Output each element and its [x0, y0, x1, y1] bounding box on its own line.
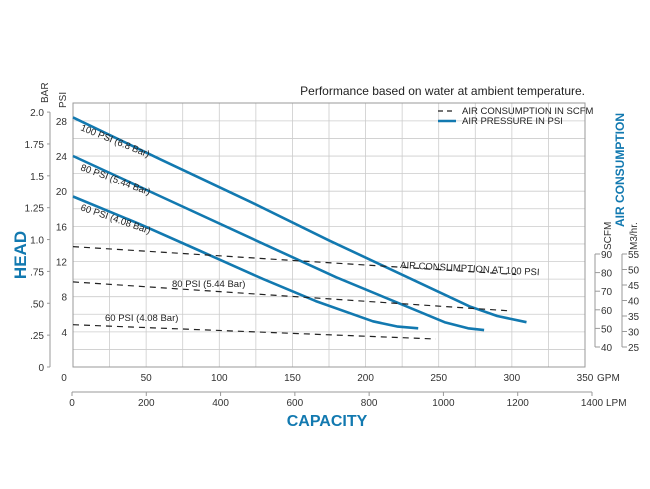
y2-tick-scfm: 70 — [601, 287, 613, 298]
y2-tick-m3hr: 50 — [628, 266, 640, 277]
x-tick-gpm: 200 — [357, 373, 374, 384]
y2-tick-scfm: 80 — [601, 269, 613, 280]
y2-tick-m3hr: 35 — [628, 312, 640, 323]
y-tick-psi: 8 — [61, 293, 67, 304]
y2-tick-m3hr: 45 — [628, 281, 640, 292]
x-tick-gpm: 150 — [284, 373, 301, 384]
head-curve-80psi — [72, 154, 485, 332]
x-tick-lpm: 600 — [287, 398, 304, 409]
x-tick-lpm: 0 — [69, 398, 75, 409]
y-tick-bar: 1.25 — [25, 204, 45, 215]
head-curve-label: 60 PSI (4.08 Bar) — [79, 202, 152, 236]
y2-tick-m3hr: 25 — [628, 343, 640, 354]
psi-unit-label: PSI — [58, 92, 69, 108]
y2-tick-scfm: 50 — [601, 324, 613, 335]
y-tick-bar: 2.0 — [30, 108, 44, 119]
y2-tick-scfm: 40 — [601, 343, 613, 354]
y-tick-bar: 1.0 — [30, 236, 44, 247]
air-curve-label: 60 PSI (4.08 Bar) — [105, 313, 178, 324]
legend: AIR CONSUMPTION IN SCFM AIR PRESSURE IN … — [438, 106, 594, 127]
x-tick-gpm: 50 — [141, 373, 153, 384]
air-curve-label: AIR CONSUMPTION AT 100 PSI — [400, 260, 540, 278]
y2-tick-scfm: 60 — [601, 306, 613, 317]
y-tick-bar: 1.5 — [30, 172, 44, 183]
head-curve-100psi — [72, 116, 527, 324]
legend-air-pressure: AIR PRESSURE IN PSI — [462, 116, 563, 127]
x-tick-gpm: 350 — [577, 373, 594, 384]
x-tick-lpm: 400 — [212, 398, 229, 409]
y-tick-psi: 24 — [56, 152, 68, 163]
x-tick-lpm: 200 — [138, 398, 155, 409]
y-tick-bar: 0 — [38, 363, 44, 374]
y-tick-bar: 1.75 — [25, 140, 45, 151]
scfm-unit-label: SCFM — [603, 222, 614, 250]
grid — [73, 103, 585, 367]
air-curve-60psi — [72, 324, 436, 340]
y2-tick-m3hr: 55 — [628, 250, 640, 261]
y2-tick-scfm: 90 — [601, 250, 613, 261]
lpm-unit-label: LPM — [606, 398, 627, 409]
head-curve-label: 80 PSI (5.44 Bar) — [79, 162, 152, 197]
x-tick-gpm: 100 — [211, 373, 228, 384]
y-axis-title: HEAD — [11, 231, 30, 279]
y-tick-psi: 4 — [61, 328, 67, 339]
plot-frame — [72, 102, 586, 368]
gpm-unit-label: GPM — [597, 373, 620, 384]
air-curve-100psi — [72, 246, 517, 276]
y-tick-bar: .75 — [30, 267, 44, 278]
x-tick-gpm: 250 — [430, 373, 447, 384]
head-curve-60psi — [72, 195, 419, 330]
chart-title: Performance based on water at ambient te… — [300, 84, 585, 98]
x-tick-lpm: 800 — [361, 398, 378, 409]
y2-axis-title: AIR CONSUMPTION — [613, 113, 627, 227]
y-tick-psi: 12 — [56, 258, 68, 269]
y2-tick-m3hr: 40 — [628, 297, 640, 308]
y-tick-bar: .25 — [30, 331, 44, 342]
x-tick-gpm: 0 — [61, 373, 67, 384]
head-curve-label: 100 PSI (6.8 Bar) — [79, 123, 151, 161]
x-tick-gpm: 300 — [504, 373, 521, 384]
y-tick-bar: .50 — [30, 299, 44, 310]
x-tick-lpm: 1200 — [507, 398, 530, 409]
legend-air-consumption: AIR CONSUMPTION IN SCFM — [462, 106, 594, 117]
x-axis-title: CAPACITY — [287, 413, 368, 430]
x-tick-lpm: 1000 — [432, 398, 455, 409]
y-tick-psi: 20 — [56, 187, 68, 198]
y-tick-psi: 28 — [56, 117, 68, 128]
x-tick-lpm: 1400 — [581, 398, 604, 409]
m3hr-unit-label: M3/hr. — [629, 222, 640, 250]
bar-unit-label: BAR — [40, 82, 51, 103]
air-curve-label: 80 PSI (5.44 Bar) — [172, 279, 245, 290]
y-tick-psi: 16 — [56, 222, 68, 233]
y2-tick-m3hr: 30 — [628, 328, 640, 339]
series: 100 PSI (6.8 Bar)80 PSI (5.44 Bar)60 PSI… — [72, 116, 540, 340]
